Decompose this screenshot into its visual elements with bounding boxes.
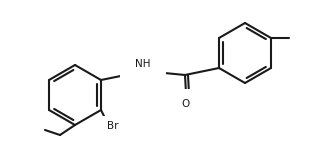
- Text: NH: NH: [135, 58, 151, 69]
- Text: O: O: [181, 99, 189, 109]
- Text: Br: Br: [107, 121, 118, 131]
